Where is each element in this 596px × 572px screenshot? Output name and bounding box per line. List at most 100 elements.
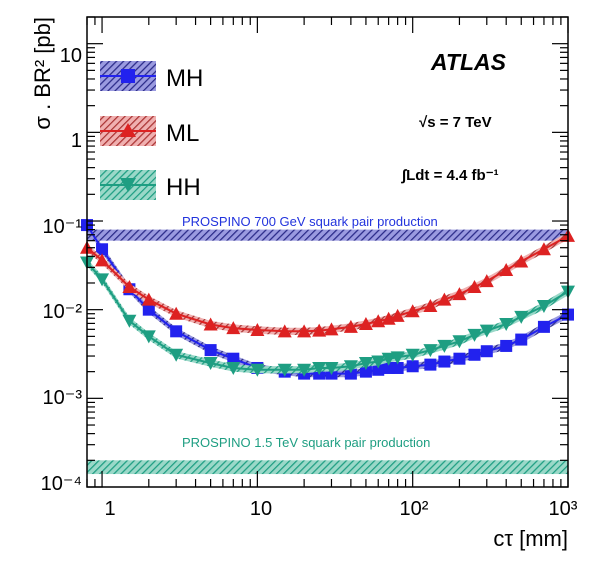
data-point-mh-1 bbox=[96, 243, 109, 256]
data-point-ml-22 bbox=[479, 274, 494, 288]
plot-frame bbox=[86, 16, 569, 488]
data-point-hh-12 bbox=[343, 360, 358, 374]
legend-marker-mh bbox=[121, 69, 135, 83]
atlas-label: ATLAS bbox=[430, 49, 507, 75]
data-point-mh-13 bbox=[359, 365, 372, 378]
legend-entry-ml: ML bbox=[100, 116, 199, 147]
data-point-ml-17 bbox=[405, 304, 420, 318]
y-tick-label-1e-1: 10⁻¹ bbox=[43, 216, 83, 238]
legend-marker-ml bbox=[120, 123, 136, 137]
data-point-hh-22 bbox=[479, 324, 494, 338]
data-point-ml-18 bbox=[423, 299, 438, 313]
data-point-mh-24 bbox=[515, 333, 528, 346]
data-point-ml-21 bbox=[467, 280, 482, 294]
data-point-hh-9 bbox=[297, 363, 312, 377]
data-point-mh-3 bbox=[142, 303, 155, 316]
data-point-hh-5 bbox=[203, 357, 218, 371]
lumi-label: ∫Ldt = 4.4 fb⁻¹ bbox=[401, 167, 499, 184]
data-point-hh-3 bbox=[141, 330, 156, 344]
data-point-ml-24 bbox=[514, 254, 529, 268]
data-point-hh-1 bbox=[95, 273, 110, 287]
band-label-700gev: PROSPINO 700 GeV squark pair production bbox=[182, 214, 438, 229]
data-point-hh-13 bbox=[358, 357, 373, 371]
data-point-ml-16 bbox=[390, 308, 405, 322]
series-band-mh bbox=[87, 221, 568, 378]
data-point-mh-21 bbox=[468, 348, 481, 361]
data-point-mh-20 bbox=[453, 352, 466, 365]
data-point-ml-10 bbox=[312, 323, 327, 337]
y-tick-label-1e-2: 10⁻² bbox=[43, 301, 83, 323]
x-tick-label-10: 10 bbox=[250, 498, 272, 520]
x-tick-label-1000: 10³ bbox=[549, 498, 578, 520]
legend-label-ml: ML bbox=[166, 120, 199, 147]
data-point-ml-9 bbox=[297, 324, 312, 338]
data-point-hh-20 bbox=[452, 335, 467, 349]
data-point-mh-5 bbox=[204, 344, 217, 357]
data-point-ml-12 bbox=[343, 319, 358, 333]
data-point-ml-6 bbox=[226, 321, 241, 335]
x-tick-label-100: 10² bbox=[400, 498, 429, 520]
series-hh bbox=[80, 256, 575, 377]
series-layer bbox=[80, 219, 575, 380]
x-axis-title: cτ [mm] bbox=[493, 526, 568, 551]
bands-layer bbox=[87, 229, 568, 475]
band-label-1p5tev: PROSPINO 1.5 TeV squark pair production bbox=[182, 435, 430, 450]
data-point-hh-15 bbox=[381, 352, 396, 366]
data-point-mh-14 bbox=[372, 363, 385, 376]
y-tick-label-1e-4: 10⁻⁴ bbox=[41, 473, 82, 495]
data-point-hh-14 bbox=[371, 355, 386, 369]
data-point-mh-16 bbox=[391, 361, 404, 374]
x-tick-label-1: 1 bbox=[104, 498, 115, 520]
data-point-hh-23 bbox=[499, 317, 514, 331]
band-1 bbox=[87, 460, 568, 475]
data-point-ml-11 bbox=[324, 322, 339, 336]
legend-entry-hh: HH bbox=[100, 170, 201, 201]
data-point-hh-21 bbox=[467, 328, 482, 342]
data-point-mh-12 bbox=[344, 367, 357, 380]
data-point-hh-2 bbox=[122, 314, 137, 328]
data-point-hh-18 bbox=[423, 344, 438, 358]
data-point-mh-22 bbox=[480, 345, 493, 358]
y-tick-label-1e-3: 10⁻³ bbox=[43, 387, 83, 409]
data-point-hh-17 bbox=[405, 348, 420, 362]
data-point-ml-14 bbox=[371, 314, 386, 328]
legend-label-mh: MH bbox=[166, 65, 203, 92]
data-point-hh-24 bbox=[514, 310, 529, 324]
data-point-mh-19 bbox=[438, 355, 451, 368]
data-point-hh-11 bbox=[324, 361, 339, 375]
y-axis-title: σ . BR² [pb] bbox=[30, 17, 55, 130]
legend-marker-hh bbox=[120, 178, 136, 192]
ticks-layer bbox=[86, 16, 569, 488]
data-point-mh-25 bbox=[537, 320, 550, 333]
energy-label: √s = 7 TeV bbox=[419, 114, 492, 131]
data-point-hh-4 bbox=[169, 348, 184, 362]
legend: MH ML HH bbox=[100, 61, 203, 201]
data-point-ml-3 bbox=[141, 292, 156, 306]
data-point-ml-19 bbox=[437, 292, 452, 306]
data-point-mh-6 bbox=[227, 352, 240, 365]
band-0 bbox=[87, 229, 568, 241]
data-point-hh-7 bbox=[250, 363, 265, 377]
data-point-mh-17 bbox=[406, 360, 419, 373]
y-tick-label-10: 10 bbox=[60, 45, 82, 67]
data-point-hh-16 bbox=[390, 351, 405, 365]
data-point-ml-8 bbox=[277, 324, 292, 338]
data-point-ml-20 bbox=[452, 287, 467, 301]
y-tick-label-1: 1 bbox=[71, 130, 82, 152]
data-point-mh-15 bbox=[382, 361, 395, 374]
data-point-ml-4 bbox=[169, 306, 184, 320]
data-point-ml-23 bbox=[499, 263, 514, 277]
legend-entry-mh: MH bbox=[100, 61, 203, 92]
data-point-mh-18 bbox=[424, 358, 437, 371]
data-point-hh-19 bbox=[437, 339, 452, 353]
data-point-ml-2 bbox=[122, 280, 137, 294]
data-point-ml-1 bbox=[95, 253, 110, 267]
data-point-mh-23 bbox=[500, 339, 513, 352]
data-point-ml-25 bbox=[536, 242, 551, 256]
data-point-ml-7 bbox=[250, 322, 265, 336]
legend-label-hh: HH bbox=[166, 174, 201, 201]
data-point-hh-8 bbox=[277, 363, 292, 377]
data-point-mh-4 bbox=[170, 325, 183, 338]
data-point-ml-13 bbox=[358, 316, 373, 330]
